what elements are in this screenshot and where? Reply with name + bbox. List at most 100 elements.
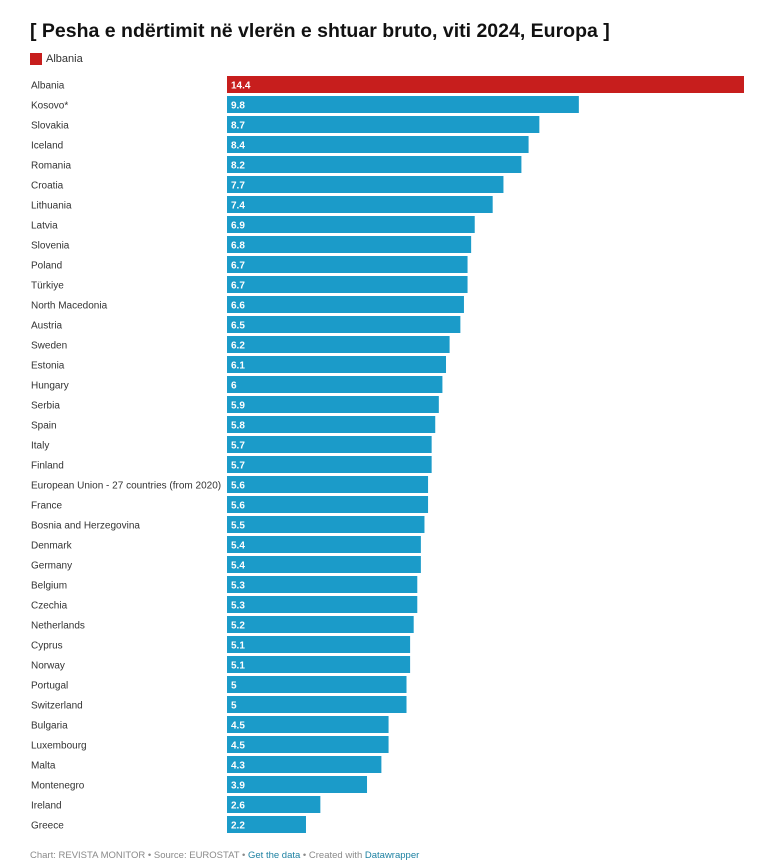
- bar-row-netherlands: Netherlands 5.2: [31, 616, 414, 633]
- bar-row-finland: Finland 5.7: [31, 456, 432, 473]
- bar-row-north-macedonia: North Macedonia 6.6: [31, 296, 464, 313]
- category-label: Luxembourg: [31, 741, 87, 752]
- value-label: 5: [231, 701, 237, 712]
- bar-row-switzerland: Switzerland 5: [31, 696, 407, 713]
- value-label: 9.8: [231, 101, 245, 112]
- bar-row-bulgaria: Bulgaria 4.5: [31, 716, 389, 733]
- bar: [227, 176, 504, 193]
- category-label: Netherlands: [31, 621, 85, 632]
- bar-row-germany: Germany 5.4: [31, 556, 421, 573]
- bar-row-cyprus: Cyprus 5.1: [31, 636, 411, 653]
- bar: [227, 276, 468, 293]
- bar-chart: Albania 14.4 Kosovo* 9.8 Slovakia 8.7 Iceland 8…: [31, 76, 744, 833]
- bar-row-portugal: Portugal 5: [31, 676, 407, 693]
- bar-row-european-union-27-countries-from-2020: European Union - 27 countries (from 2020…: [31, 476, 429, 493]
- category-label: Austria: [31, 321, 63, 332]
- bar-row-albania: Albania 14.4: [31, 76, 744, 93]
- value-label: 8.7: [231, 121, 245, 132]
- bar: [227, 496, 429, 513]
- bar-row-serbia: Serbia 5.9: [31, 396, 439, 413]
- bar-row-czechia: Czechia 5.3: [31, 596, 418, 613]
- category-label: Czechia: [31, 601, 68, 612]
- footer-credits: Chart: REVISTA MONITOR • Source: EUROSTA…: [30, 850, 248, 861]
- category-label: Latvia: [31, 221, 58, 232]
- category-label: Malta: [31, 761, 56, 772]
- bar: [227, 576, 418, 593]
- footer-created-with: • Created with: [300, 850, 365, 861]
- bar: [227, 256, 468, 273]
- bar: [227, 716, 389, 733]
- bar-row-belgium: Belgium 5.3: [31, 576, 418, 593]
- value-label: 5.7: [231, 461, 245, 472]
- value-label: 6: [231, 381, 237, 392]
- bar-row-slovakia: Slovakia 8.7: [31, 116, 540, 133]
- bar-row-iceland: Iceland 8.4: [31, 136, 529, 153]
- bar: [227, 656, 411, 673]
- bar: [227, 96, 579, 113]
- value-label: 3.9: [231, 781, 245, 792]
- value-label: 5.4: [231, 561, 245, 572]
- bar-row-croatia: Croatia 7.7: [31, 176, 504, 193]
- value-label: 5.3: [231, 601, 245, 612]
- bar: [227, 676, 407, 693]
- bar: [227, 216, 475, 233]
- bar-row-italy: Italy 5.7: [31, 436, 432, 453]
- value-label: 6.6: [231, 301, 245, 312]
- bar-row-bosnia-and-herzegovina: Bosnia and Herzegovina 5.5: [31, 516, 425, 533]
- bar-row-poland: Poland 6.7: [31, 256, 468, 273]
- bar-row-lithuania: Lithuania 7.4: [31, 196, 493, 213]
- value-label: 4.5: [231, 741, 245, 752]
- value-label: 7.7: [231, 181, 245, 192]
- value-label: 5.4: [231, 541, 245, 552]
- category-label: Albania: [31, 81, 65, 92]
- get-the-data-link[interactable]: Get the data: [248, 850, 301, 861]
- bar-row-austria: Austria 6.5: [31, 316, 461, 333]
- category-label: Switzerland: [31, 701, 83, 712]
- category-label: Croatia: [31, 181, 64, 192]
- category-label: Slovakia: [31, 121, 69, 132]
- category-label: Poland: [31, 261, 62, 272]
- category-label: Spain: [31, 421, 57, 432]
- chart-footer: Chart: REVISTA MONITOR • Source: EUROSTA…: [30, 850, 419, 861]
- bar: [227, 776, 368, 793]
- category-label: European Union - 27 countries (from 2020…: [31, 481, 221, 492]
- bar: [227, 456, 432, 473]
- bar: [227, 336, 450, 353]
- bar-row-hungary: Hungary 6: [31, 376, 443, 393]
- bar: [227, 236, 472, 253]
- category-label: Türkiye: [31, 281, 64, 292]
- value-label: 4.3: [231, 761, 245, 772]
- category-label: Lithuania: [31, 201, 72, 212]
- value-label: 5.8: [231, 421, 245, 432]
- bar: [227, 76, 744, 93]
- bar: [227, 636, 411, 653]
- category-label: Estonia: [31, 361, 65, 372]
- bar-row-sweden: Sweden 6.2: [31, 336, 450, 353]
- bar: [227, 296, 464, 313]
- category-label: Serbia: [31, 401, 60, 412]
- bar-row-france: France 5.6: [31, 496, 429, 513]
- category-label: Slovenia: [31, 241, 70, 252]
- value-label: 8.4: [231, 141, 245, 152]
- bar: [227, 616, 414, 633]
- value-label: 4.5: [231, 721, 245, 732]
- category-label: Italy: [31, 441, 49, 452]
- category-label: Norway: [31, 661, 65, 672]
- value-label: 5.1: [231, 641, 245, 652]
- bar: [227, 816, 306, 833]
- datawrapper-link[interactable]: Datawrapper: [364, 850, 420, 861]
- category-label: Denmark: [31, 541, 73, 552]
- bar: [227, 476, 429, 493]
- category-label: Romania: [31, 161, 71, 172]
- legend-swatch-albania: [30, 53, 42, 65]
- bar: [227, 116, 540, 133]
- category-label: Montenegro: [31, 781, 85, 792]
- category-label: Bulgaria: [31, 721, 68, 732]
- value-label: 5: [231, 681, 237, 692]
- bar: [227, 436, 432, 453]
- bar-row-luxembourg: Luxembourg 4.5: [31, 736, 389, 753]
- category-label: Finland: [31, 461, 64, 472]
- bar-row-latvia: Latvia 6.9: [31, 216, 475, 233]
- bar: [227, 416, 436, 433]
- category-label: Iceland: [31, 141, 63, 152]
